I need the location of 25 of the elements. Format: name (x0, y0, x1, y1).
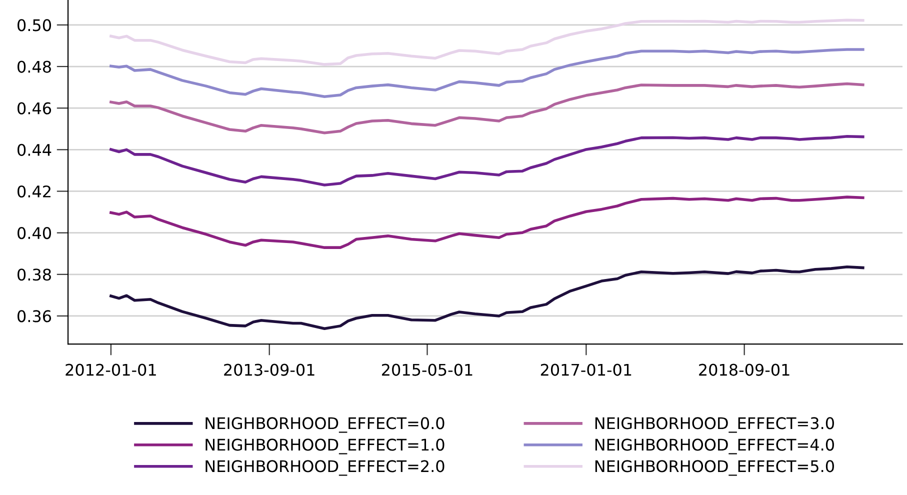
line-series (110, 82, 864, 134)
y-tick-label: 0.40 (18, 227, 51, 240)
x-tick-label: 2017-01-01 (540, 364, 632, 376)
legend-label: NEIGHBORHOOD_EFFECT=2.0 (206, 460, 444, 476)
y-tick-label: 0.46 (18, 102, 52, 114)
x-tick-label: 2015-05-01 (382, 364, 472, 376)
line-series (110, 196, 864, 249)
y-tick-label: 0.44 (18, 144, 52, 156)
legend-label: NEIGHBORHOOD_EFFECT=4.0 (595, 438, 834, 454)
legend-label: NEIGHBORHOOD_EFFECT=3.0 (595, 417, 834, 433)
x-tick-label: 2013-09-01 (224, 364, 314, 376)
legend-label: NEIGHBORHOOD_EFFECT=1.0 (206, 438, 444, 454)
legend-label: NEIGHBORHOOD_EFFECT=0.0 (206, 417, 444, 433)
y-tick-label: 0.50 (18, 19, 51, 32)
y-tick-label: 0.48 (18, 60, 51, 73)
line-series (110, 266, 864, 330)
legend-label: NEIGHBORHOOD_EFFECT=5.0 (595, 460, 834, 476)
y-tick-label: 0.38 (18, 268, 51, 281)
y-tick-label: 0.36 (18, 310, 52, 322)
line-series (110, 18, 864, 66)
line-series (110, 134, 864, 186)
x-tick-label: 2018-09-01 (699, 364, 790, 376)
x-tick-label: 2012-01-01 (66, 364, 156, 376)
y-tick-label: 0.42 (18, 185, 50, 198)
line-series (110, 48, 864, 98)
